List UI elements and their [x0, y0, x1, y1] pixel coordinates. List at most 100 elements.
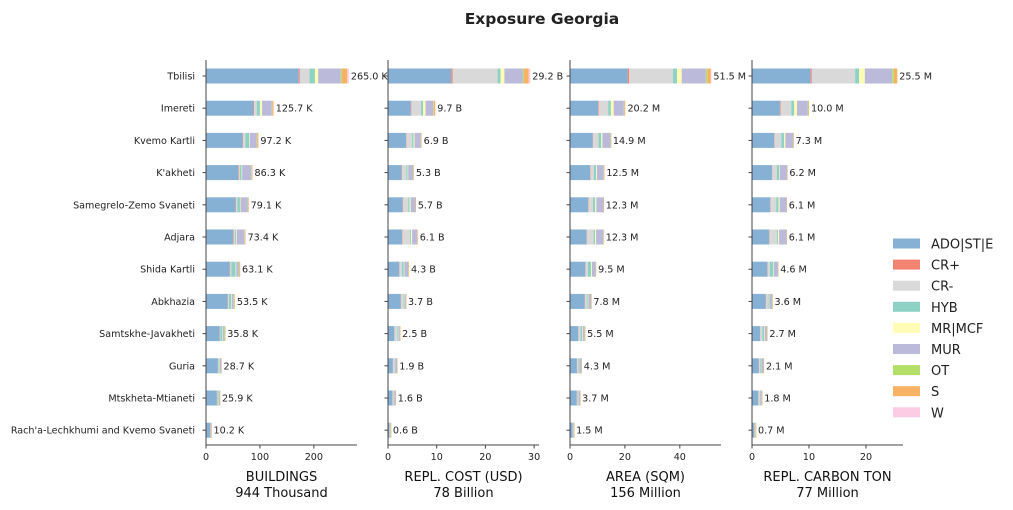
bar-segment: [593, 229, 595, 245]
panel-3: 25.5 M 10.0 M 7.3 M 6.2 M 6.1 M 6.1 M 4.6 M 3.6…: [748, 60, 932, 501]
bar-segment: [392, 358, 395, 374]
bar-value-label: 0.7 M: [758, 426, 785, 437]
bar-segment: [591, 261, 596, 277]
bar-segment: [573, 422, 574, 438]
bar-segment: [582, 326, 583, 342]
bar-segment: [774, 132, 782, 148]
bar-value-label: 5.3 B: [416, 168, 441, 179]
category-label: Mtskheta-Mtianeti: [108, 394, 195, 405]
bar-segment: [570, 326, 579, 342]
bar-value-label: 86.3 K: [255, 168, 286, 179]
bar-segment: [247, 197, 249, 213]
bar-segment: [781, 132, 785, 148]
category-label: Adjara: [164, 233, 195, 244]
bar-segment: [752, 100, 780, 116]
bar-segment: [752, 293, 766, 309]
bar-segment: [778, 197, 780, 213]
bar-value-label: 10.0 M: [811, 104, 844, 115]
bar-segment: [412, 229, 417, 245]
bar-segment: [395, 358, 398, 374]
legend: ADO|ST|E CR+ CR- HYB MR|MCF MUR OT SW: [893, 238, 993, 421]
bar-segment: [206, 100, 254, 116]
bar-segment: [773, 261, 774, 277]
bar-segment: [892, 68, 894, 84]
bar-segment: [402, 229, 411, 245]
bar-segment: [785, 132, 794, 148]
bar-segment: [243, 132, 246, 148]
x-axis-title: REPL. COST (USD): [404, 470, 522, 485]
category-label: Kvemo Kartli: [134, 136, 195, 147]
bar-segment: [241, 165, 243, 181]
bar-segment: [601, 132, 603, 148]
bar-segment: [759, 390, 760, 406]
bar-segment: [222, 326, 223, 342]
category-label: Imereti: [161, 104, 195, 115]
bar-segment: [411, 229, 413, 245]
bar-segment: [811, 68, 856, 84]
bar-segment: [388, 132, 407, 148]
bar-segment: [388, 293, 401, 309]
bar-segment: [230, 261, 232, 277]
bar-segment: [413, 132, 415, 148]
bar-segment: [710, 68, 712, 84]
bar-segment: [758, 358, 761, 374]
x-tick-label: 0: [385, 452, 391, 463]
bar-segment: [570, 68, 628, 84]
bar-segment: [779, 197, 787, 213]
bar-segment: [779, 229, 787, 245]
legend-label: MUR: [931, 343, 961, 358]
bar-segment: [773, 261, 778, 277]
bar-segment: [227, 293, 229, 309]
legend-label: CR-: [931, 280, 954, 295]
bar-segment: [409, 197, 411, 213]
bar-value-label: 25.9 K: [222, 394, 253, 405]
bar-value-label: 79.1 K: [251, 200, 282, 211]
bar-segment: [222, 326, 225, 342]
bar-segment: [586, 229, 594, 245]
bar-segment: [231, 293, 234, 309]
bar-segment: [807, 100, 809, 116]
bar-value-label: 1.8 M: [764, 394, 791, 405]
bar-segment: [570, 261, 586, 277]
bar-value-label: 12.3 M: [606, 233, 639, 244]
bar-segment: [402, 293, 404, 309]
bar-value-label: 9.7 B: [437, 104, 462, 115]
x-tick-label: 100: [251, 452, 269, 463]
bar-segment: [602, 132, 611, 148]
bar-segment: [596, 197, 604, 213]
x-tick-label: 20: [619, 452, 631, 463]
bar-segment: [570, 390, 577, 406]
bar-segment: [233, 293, 235, 309]
bar-segment: [570, 358, 577, 374]
bar-segment: [257, 132, 259, 148]
bar-segment: [585, 261, 588, 277]
bar-segment: [577, 390, 579, 406]
bar-value-label: 5.7 B: [418, 200, 443, 211]
bar-segment: [760, 326, 763, 342]
bar-value-label: 6.9 B: [424, 136, 449, 147]
bar-segment: [769, 293, 773, 309]
bar-segment: [396, 326, 398, 342]
bar-segment: [340, 68, 342, 84]
bar-segment: [219, 326, 221, 342]
bar-segment: [231, 293, 232, 309]
bar-segment: [408, 197, 410, 213]
category-label: Samegrelo-Zemo Svaneti: [73, 200, 195, 211]
bar-segment: [570, 197, 589, 213]
bar-segment: [244, 229, 246, 245]
chart-panels: 265.0 K 125.7 K 97.2 K 86.3 K 79.1 K 73.4 K 63…: [202, 60, 932, 501]
bar-segment: [764, 326, 767, 342]
bar-value-label: 73.4 K: [248, 233, 279, 244]
bar-segment: [570, 229, 587, 245]
bar-segment: [235, 261, 237, 277]
bar-segment: [578, 326, 581, 342]
bar-segment: [239, 165, 242, 181]
bar-value-label: 6.2 M: [789, 168, 816, 179]
bar-value-label: 2.1 M: [766, 361, 793, 372]
bar-segment: [262, 100, 272, 116]
bar-segment: [760, 358, 761, 374]
bar-segment: [593, 165, 597, 181]
bar-segment: [578, 390, 581, 406]
legend-label: MR|MCF: [931, 322, 983, 337]
